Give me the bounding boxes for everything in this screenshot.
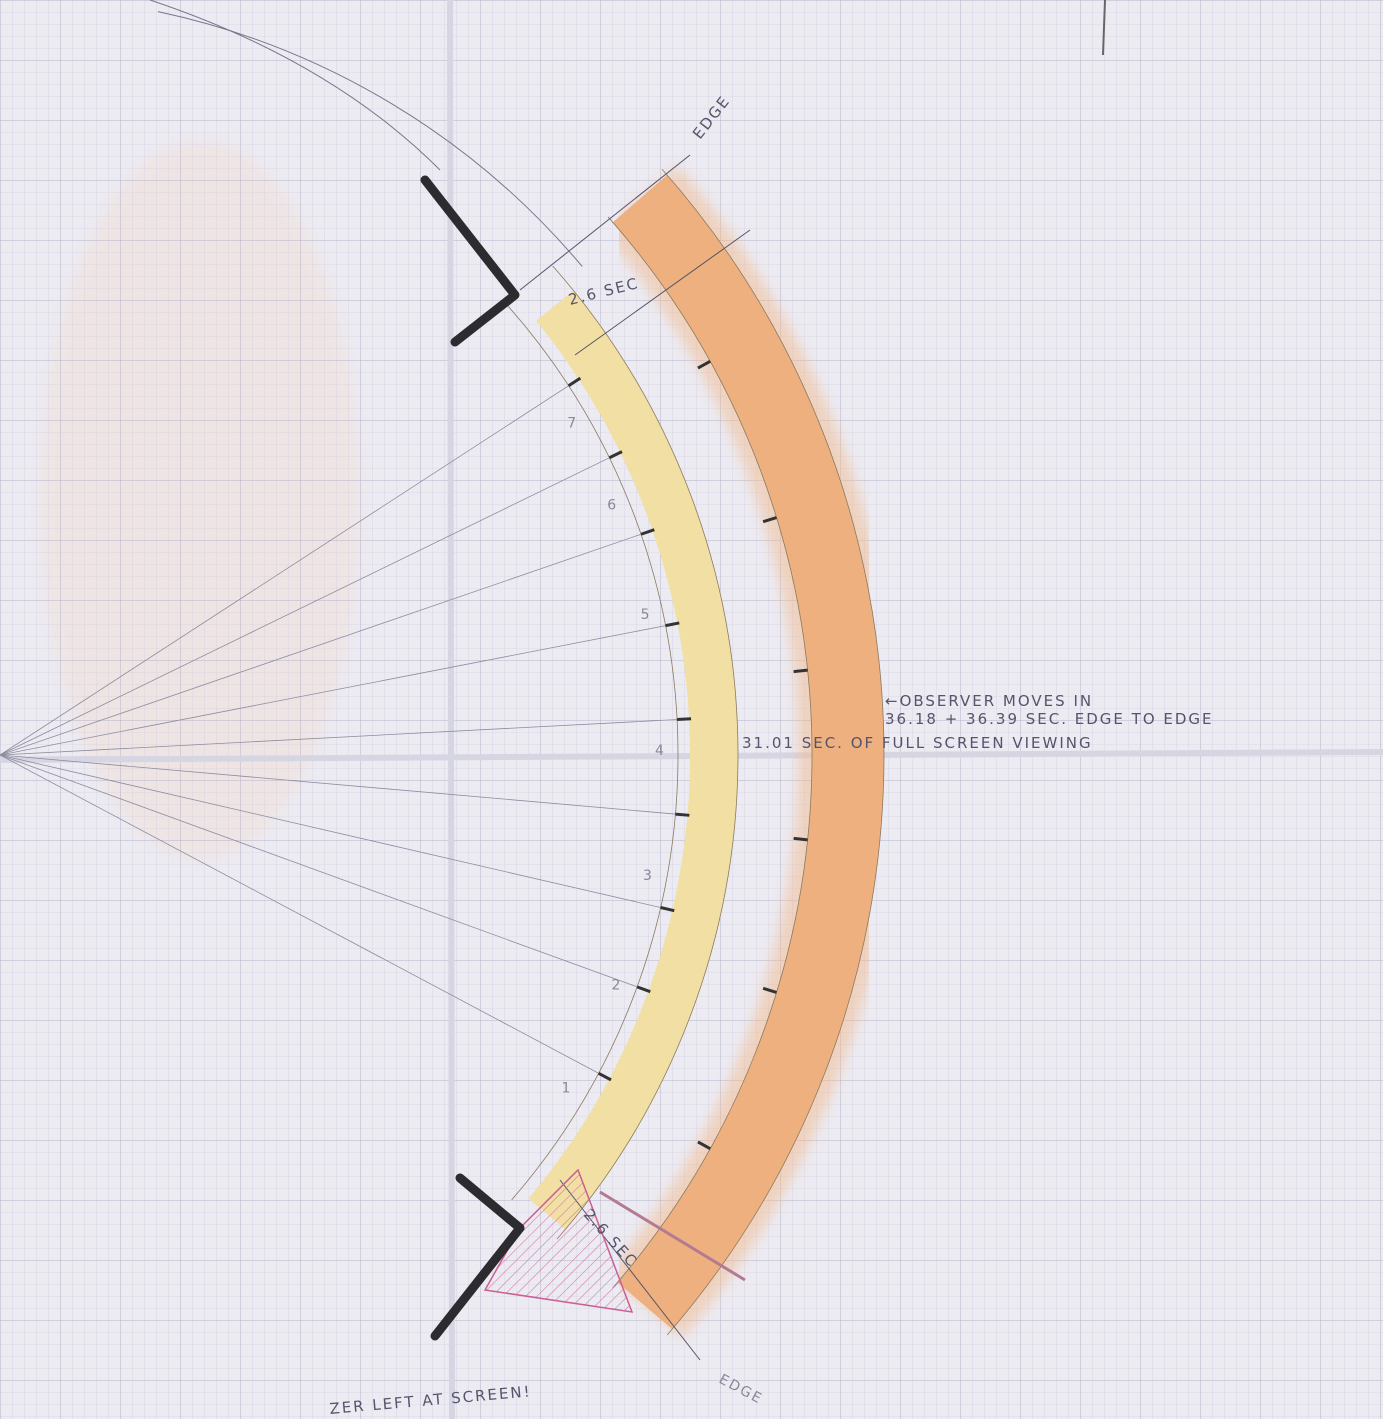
seat-number: 1	[561, 1080, 572, 1096]
seat-number: 2	[611, 978, 622, 994]
tick	[640, 528, 655, 536]
pencil-mark	[1102, 0, 1106, 56]
dimension-line	[574, 229, 751, 356]
tick	[676, 717, 692, 722]
tick	[608, 450, 623, 460]
ray	[0, 445, 634, 756]
seat-number: 6	[607, 498, 618, 514]
fold	[447, 0, 455, 1419]
observer-note: ←OBSERVER MOVES IN	[885, 692, 1093, 710]
tick	[762, 516, 777, 524]
ray	[0, 370, 592, 756]
band-edge	[552, 265, 739, 1240]
seat-number: 7	[567, 416, 578, 432]
duration-note: 36.18 + 36.39 SEC. EDGE TO EDGE	[885, 710, 1214, 728]
tick	[567, 376, 582, 387]
viewing-note: 31.01 SEC. OF FULL SCREEN VIEWING	[742, 734, 1093, 752]
tick	[697, 360, 711, 370]
sight-line	[599, 1190, 746, 1282]
yellow-band	[528, 290, 738, 1230]
ray	[0, 754, 663, 997]
tick	[597, 1071, 612, 1082]
seat-number: 5	[641, 607, 652, 623]
ray	[0, 754, 688, 914]
tick	[665, 621, 680, 628]
ray	[0, 754, 703, 817]
dimension-line	[519, 154, 691, 291]
band-edge	[507, 305, 679, 1201]
ray	[0, 754, 623, 1087]
tick	[675, 812, 690, 817]
ray	[0, 620, 693, 756]
wall-top	[420, 175, 520, 347]
orange-band	[612, 175, 884, 1330]
construction-arc	[157, 11, 583, 267]
tick	[697, 1140, 711, 1150]
seat-number: 3	[643, 868, 654, 884]
wall-bottom	[430, 1173, 525, 1341]
ray	[0, 717, 705, 756]
seat-number: 4	[655, 743, 666, 759]
hatched-zone	[483, 1168, 634, 1313]
band-edge	[661, 168, 885, 1336]
tick	[636, 985, 651, 994]
tick	[762, 986, 777, 994]
geometry	[0, 0, 898, 1361]
band-edge	[607, 216, 813, 1288]
ray	[0, 525, 667, 756]
tick	[660, 906, 675, 913]
construction-arc	[149, 0, 441, 171]
tick	[793, 668, 808, 674]
tick	[793, 836, 808, 842]
